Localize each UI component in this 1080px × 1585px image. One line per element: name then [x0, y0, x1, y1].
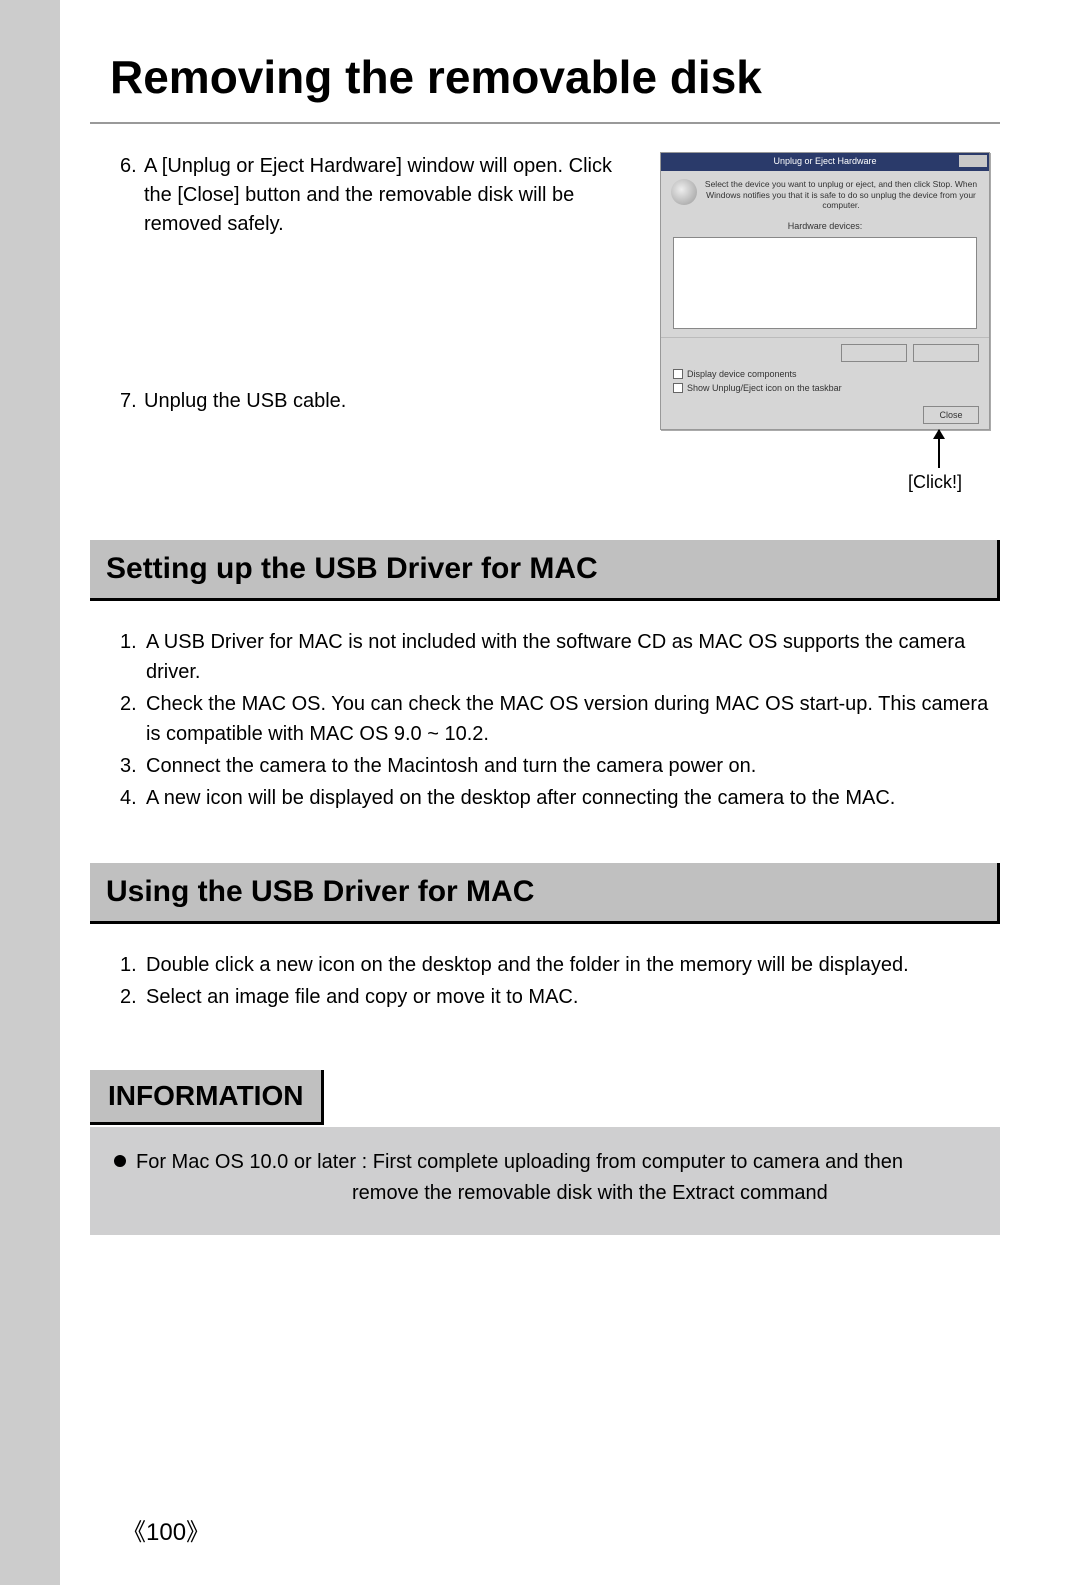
- button-bar: [661, 337, 989, 367]
- item-text: Check the MAC OS. You can check the MAC …: [146, 689, 1000, 749]
- dialog-footer: Close: [661, 401, 989, 429]
- arrow-icon: [938, 430, 940, 468]
- item-text: Connect the camera to the Macintosh and …: [146, 751, 1000, 781]
- close-icon: [959, 155, 987, 167]
- page-number-value: 100: [146, 1519, 186, 1546]
- content-area: Removing the removable disk 6. A [Unplug…: [60, 0, 1080, 1265]
- info-box: For Mac OS 10.0 or later : First complet…: [90, 1127, 1000, 1235]
- checkbox-icon: [673, 383, 683, 393]
- step-text: Unplug the USB cable.: [144, 387, 638, 416]
- info-title: INFORMATION: [108, 1080, 303, 1112]
- arrow-annotation: [Click!]: [660, 430, 1000, 490]
- item-number: 3.: [120, 751, 146, 781]
- page-number: 《100》: [122, 1512, 210, 1547]
- checkbox-icon: [673, 369, 683, 379]
- stop-button: [913, 344, 979, 362]
- list-item: 3. Connect the camera to the Macintosh a…: [120, 751, 1000, 781]
- unplug-dialog: Unplug or Eject Hardware Select the devi…: [660, 152, 990, 430]
- info-line-2: remove the removable disk with the Extra…: [136, 1178, 976, 1209]
- properties-button: [841, 344, 907, 362]
- click-label: [Click!]: [908, 472, 962, 493]
- section-title: Setting up the USB Driver for MAC: [106, 552, 981, 586]
- list-item: 1. A USB Driver for MAC is not included …: [120, 627, 1000, 687]
- item-number: 2.: [120, 689, 146, 749]
- item-text: A USB Driver for MAC is not included wit…: [146, 627, 1000, 687]
- item-text: Double click a new icon on the desktop a…: [146, 950, 1000, 980]
- step-number: 6.: [120, 152, 144, 239]
- top-body-row: 6. A [Unplug or Eject Hardware] window w…: [90, 152, 1000, 490]
- section-header-2: Using the USB Driver for MAC: [90, 863, 1000, 924]
- info-header: INFORMATION: [90, 1070, 324, 1125]
- info-line-1: For Mac OS 10.0 or later : First complet…: [136, 1151, 903, 1173]
- item-text: A new icon will be displayed on the desk…: [146, 783, 1000, 813]
- info-text: For Mac OS 10.0 or later : First complet…: [136, 1147, 976, 1209]
- hardware-icon: [671, 179, 697, 205]
- bullet-icon: [114, 1155, 126, 1167]
- section-body-1: 1. A USB Driver for MAC is not included …: [90, 627, 1000, 813]
- bracket-right-icon: 》: [186, 1519, 210, 1546]
- checkbox-row-2: Show Unplug/Eject icon on the taskbar: [661, 381, 989, 395]
- list-item: 4. A new icon will be displayed on the d…: [120, 783, 1000, 813]
- step-7: 7. Unplug the USB cable.: [120, 387, 638, 416]
- list-item: 2. Select an image file and copy or move…: [120, 982, 1000, 1012]
- dialog-titlebar: Unplug or Eject Hardware: [661, 153, 989, 171]
- item-number: 1.: [120, 950, 146, 980]
- checkbox-label: Show Unplug/Eject icon on the taskbar: [687, 383, 842, 393]
- dialog-header: Select the device you want to unplug or …: [661, 171, 989, 219]
- list-label: Hardware devices:: [661, 219, 989, 233]
- close-button: Close: [923, 406, 979, 424]
- steps-column: 6. A [Unplug or Eject Hardware] window w…: [120, 152, 638, 420]
- device-list: [673, 237, 977, 329]
- page-title: Removing the removable disk: [110, 50, 1000, 104]
- screenshot-column: Unplug or Eject Hardware Select the devi…: [660, 152, 1000, 490]
- checkbox-label: Display device components: [687, 369, 797, 379]
- title-block: Removing the removable disk: [90, 30, 1000, 124]
- list-item: 2. Check the MAC OS. You can check the M…: [120, 689, 1000, 749]
- checkbox-row-1: Display device components: [661, 367, 989, 381]
- bracket-left-icon: 《: [122, 1519, 146, 1546]
- item-number: 4.: [120, 783, 146, 813]
- step-6: 6. A [Unplug or Eject Hardware] window w…: [120, 152, 638, 239]
- list-item: 1. Double click a new icon on the deskto…: [120, 950, 1000, 980]
- section-header-1: Setting up the USB Driver for MAC: [90, 540, 1000, 601]
- page: Removing the removable disk 6. A [Unplug…: [60, 0, 1080, 1585]
- dialog-title: Unplug or Eject Hardware: [773, 156, 876, 166]
- step-number: 7.: [120, 387, 144, 416]
- section-body-2: 1. Double click a new icon on the deskto…: [90, 950, 1000, 1012]
- step-text: A [Unplug or Eject Hardware] window will…: [144, 152, 638, 239]
- section-title: Using the USB Driver for MAC: [106, 875, 981, 909]
- item-number: 1.: [120, 627, 146, 687]
- dialog-header-text: Select the device you want to unplug or …: [703, 179, 979, 211]
- item-text: Select an image file and copy or move it…: [146, 982, 1000, 1012]
- item-number: 2.: [120, 982, 146, 1012]
- info-item: For Mac OS 10.0 or later : First complet…: [114, 1147, 976, 1209]
